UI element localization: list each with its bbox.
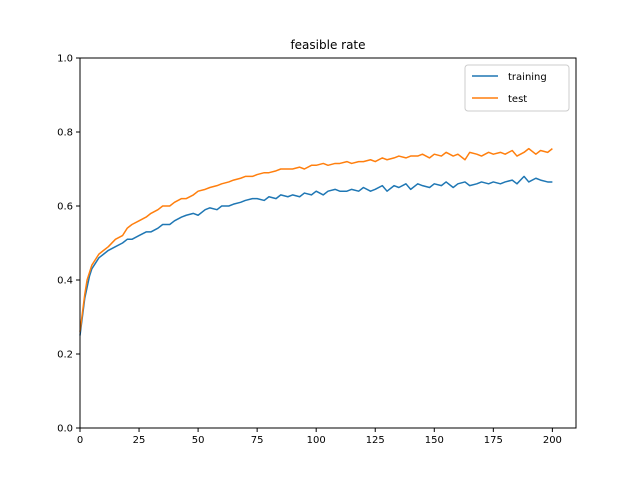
y-tick-label: 0.0 [57, 424, 73, 435]
x-tick-label: 50 [192, 435, 205, 446]
y-tick-label: 0.4 [57, 276, 73, 287]
y-tick-label: 1.0 [57, 54, 73, 65]
ticks-layer: 0 25 50 75 100 125 150 175 200 0.0 0.2 0.4 0.6 0.8 1.0 [57, 54, 562, 447]
x-tick-label: 100 [307, 435, 326, 446]
plot-area: 0 25 50 75 100 125 150 175 200 0.0 0.2 0.4 0.6 0.8 1.0 [57, 54, 577, 447]
legend: training test [464, 64, 570, 112]
x-tick-label: 0 [77, 435, 83, 446]
series-line-test [79, 147, 553, 332]
series-layer [79, 147, 553, 336]
legend-label-test: test [508, 94, 527, 105]
chart-title: feasible rate [290, 38, 365, 52]
y-tick-label: 0.2 [57, 350, 73, 361]
x-tick-label: 200 [543, 435, 562, 446]
x-tick-label: 150 [425, 435, 444, 446]
legend-label-training: training [508, 72, 547, 83]
axes-frame [79, 57, 577, 429]
x-tick-label: 25 [133, 435, 146, 446]
series-line-training [79, 175, 553, 336]
x-tick-label: 125 [366, 435, 385, 446]
x-tick-label: 75 [251, 435, 264, 446]
x-tick-label: 175 [484, 435, 503, 446]
y-tick-label: 0.6 [57, 202, 73, 213]
y-tick-label: 0.8 [57, 128, 73, 139]
